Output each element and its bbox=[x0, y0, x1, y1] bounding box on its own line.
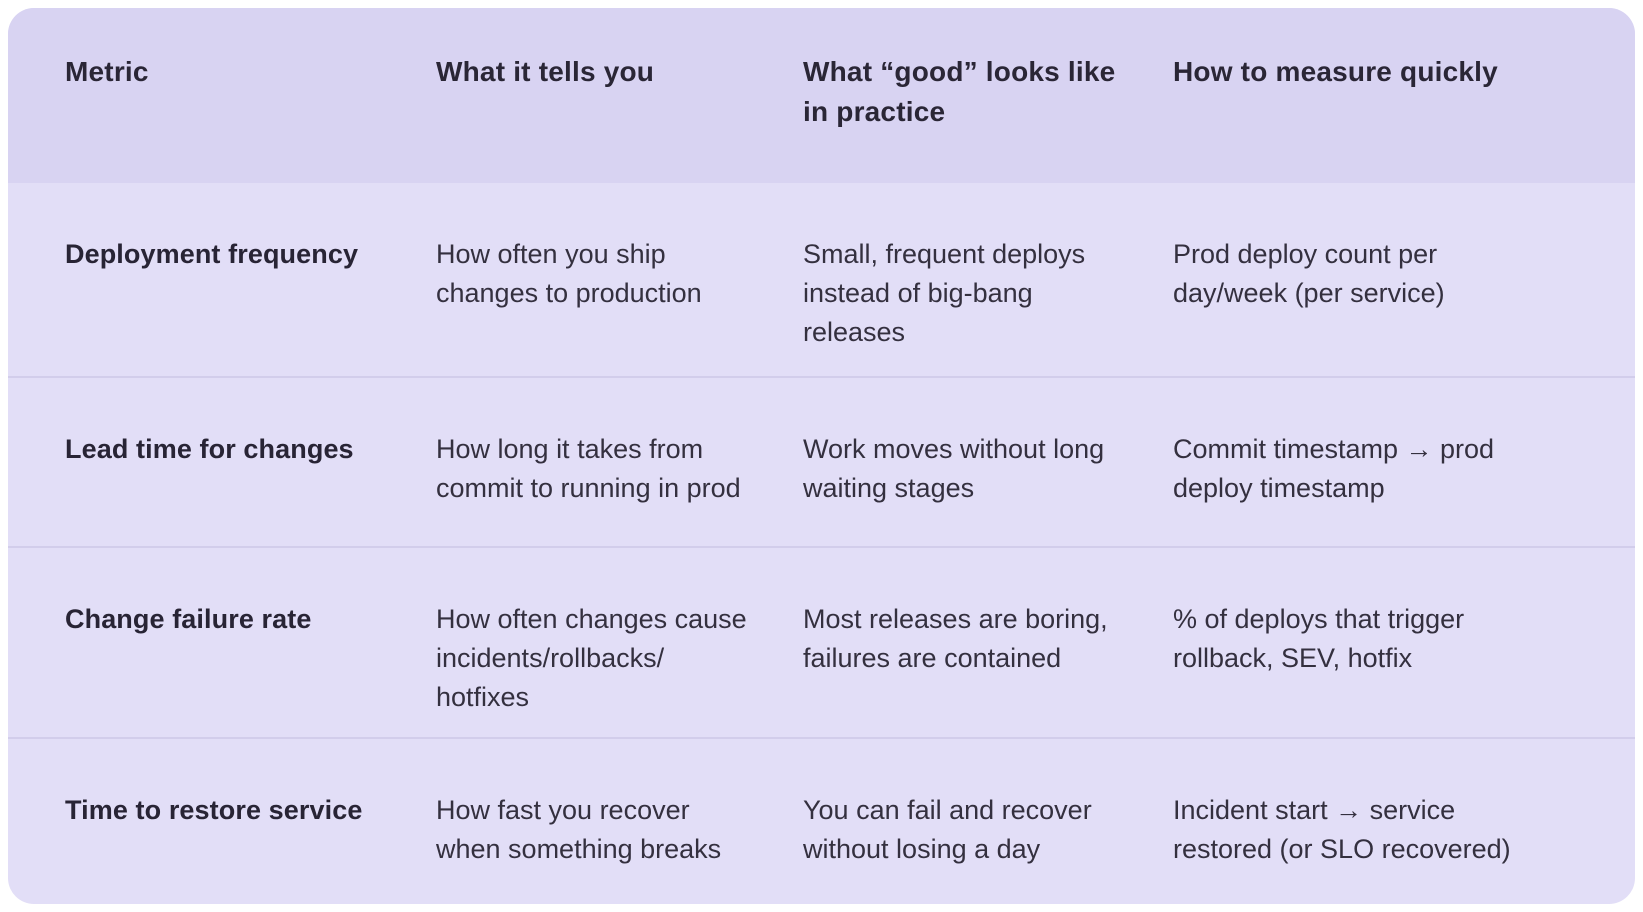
metric-name: Time to restore service bbox=[65, 795, 363, 825]
metric-name: Change failure rate bbox=[65, 604, 312, 634]
metric-good-practice: You can fail and recover without losing … bbox=[803, 795, 1092, 864]
column-header-metric: Metric bbox=[65, 56, 149, 87]
metric-measurement: % of deploys that trigger rollback, SEV,… bbox=[1173, 604, 1465, 673]
table-row-deployment-frequency: Deployment frequency How often you ship … bbox=[8, 183, 1635, 376]
metric-name: Deployment frequency bbox=[65, 239, 359, 269]
metric-good-practice: Most releases are boring, failures are c… bbox=[803, 604, 1108, 673]
metric-good-practice: Work moves without long waiting stages bbox=[803, 434, 1105, 503]
column-header-how-to-measure: How to measure quickly bbox=[1173, 56, 1498, 87]
table-header-row: Metric What it tells you What “good” loo… bbox=[8, 8, 1635, 183]
metric-description: How fast you recover when something brea… bbox=[436, 795, 722, 864]
table-row-change-failure-rate: Change failure rate How often changes ca… bbox=[8, 546, 1635, 737]
metric-good-practice: Small, frequent deploys instead of big-b… bbox=[803, 239, 1086, 347]
column-header-what-it-tells-you: What it tells you bbox=[436, 56, 655, 87]
metric-name: Lead time for changes bbox=[65, 434, 354, 464]
metric-measurement: Prod deploy count per day/week (per serv… bbox=[1173, 239, 1445, 308]
metric-measurement: Commit timestamp → prod deploy timestamp bbox=[1173, 434, 1495, 503]
column-header-what-good-looks-like: What “good” looks like in practice bbox=[803, 56, 1116, 127]
metrics-table-card: Metric What it tells you What “good” loo… bbox=[8, 8, 1635, 904]
table-row-time-to-restore: Time to restore service How fast you rec… bbox=[8, 737, 1635, 904]
table-row-lead-time: Lead time for changes How long it takes … bbox=[8, 376, 1635, 546]
metric-description: How long it takes from commit to running… bbox=[436, 434, 741, 503]
metric-measurement: Incident start → service restored (or SL… bbox=[1173, 795, 1511, 864]
metric-description: How often changes cause incidents/​rollb… bbox=[436, 604, 747, 712]
metric-description: How often you ship changes to production bbox=[436, 239, 702, 308]
